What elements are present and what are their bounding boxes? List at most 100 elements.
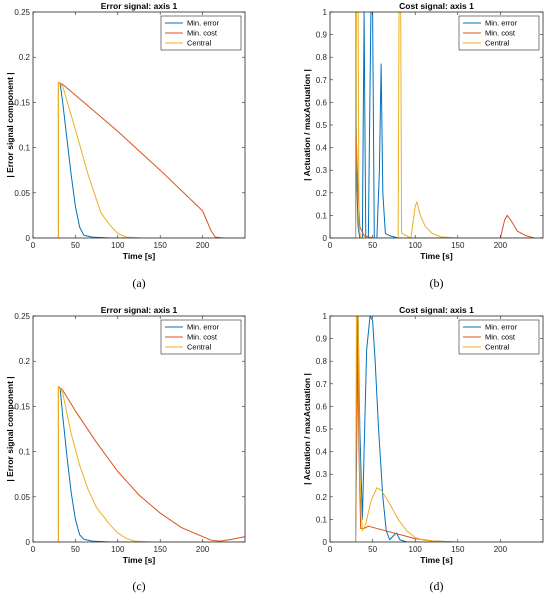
x-tick-label: 0: [31, 545, 36, 554]
y-tick-label: 0.9: [316, 31, 328, 40]
x-tick-label: 150: [154, 241, 168, 250]
x-tick-label: 200: [196, 241, 210, 250]
y-tick-label: 0.5: [316, 121, 328, 130]
y-tick-label: 0.1: [19, 144, 31, 153]
legend-label: Min. error: [485, 323, 518, 332]
y-tick-label: 0: [323, 234, 328, 243]
legend-label: Min. cost: [485, 29, 516, 38]
legend-label: Central: [485, 39, 510, 48]
x-tick-label: 50: [368, 545, 377, 554]
legend-label: Min. error: [187, 19, 220, 28]
y-tick-label: 0.9: [316, 335, 328, 344]
chart-panel-c: 0 50 100 150 200 0 0.05 0.1 0.15 0.2 0.25 Error sig…: [5, 305, 246, 593]
legend-label: Central: [485, 343, 510, 352]
legend-label: Min. error: [485, 19, 518, 28]
y-axis-label: | Error signal component |: [5, 72, 15, 177]
x-tick-label: 150: [451, 545, 465, 554]
y-tick-label: 0.05: [14, 493, 30, 502]
series-line-min-cost: [33, 82, 245, 238]
x-tick-label: 50: [71, 241, 80, 250]
y-axis-label: | Actuation / maxActuation |: [302, 373, 312, 485]
y-tick-label: 0.15: [14, 98, 30, 107]
series-line-central: [330, 316, 543, 542]
legend-label: Min. error: [187, 323, 220, 332]
y-axis-label: | Error signal component |: [5, 376, 15, 481]
y-tick-label: 0.2: [316, 189, 328, 198]
chart-title: Cost signal: axis 1: [399, 1, 474, 11]
y-tick-label: 0.6: [316, 402, 328, 411]
chart-title: Cost signal: axis 1: [399, 305, 474, 315]
series-line-min-cost: [330, 124, 543, 238]
y-tick-label: 0.6: [316, 98, 328, 107]
series-line-central: [330, 12, 543, 238]
y-tick-label: 0.2: [19, 53, 31, 62]
y-tick-label: 0.5: [316, 425, 328, 434]
y-tick-label: 0.3: [316, 470, 328, 479]
y-tick-label: 0.1: [316, 515, 328, 524]
y-tick-label: 0.3: [316, 166, 328, 175]
x-tick-label: 100: [409, 545, 423, 554]
x-tick-label: 50: [368, 241, 377, 250]
legend-label: Central: [187, 343, 212, 352]
chart-panel-b: 0 50 100 150 200 0 0.1 0.2 0.3 0.4 0.5 0.6 0.7 0.8 0.9…: [302, 1, 544, 290]
y-tick-label: 0: [26, 234, 31, 243]
y-tick-label: 0.15: [14, 402, 30, 411]
x-tick-label: 100: [111, 545, 125, 554]
legend-label: Min. cost: [485, 333, 516, 342]
y-tick-label: 1: [323, 312, 328, 321]
x-axis-label: Time [s]: [420, 555, 453, 565]
y-tick-label: 0: [26, 538, 31, 547]
x-axis-label: Time [s]: [123, 251, 156, 261]
y-tick-label: 1: [323, 8, 328, 17]
panel-label: (a): [132, 276, 145, 290]
x-tick-label: 200: [196, 545, 210, 554]
y-tick-label: 0.4: [316, 448, 328, 457]
y-tick-label: 0.7: [316, 76, 328, 85]
y-tick-label: 0.7: [316, 380, 328, 389]
y-tick-label: 0: [323, 538, 328, 547]
x-tick-label: 0: [31, 241, 36, 250]
plot-area-frame: [32, 11, 246, 239]
y-tick-label: 0.25: [14, 8, 30, 17]
legend-label: Min. cost: [187, 333, 218, 342]
x-tick-label: 150: [451, 241, 465, 250]
series-line-min-error: [33, 82, 245, 238]
x-axis-label: Time [s]: [123, 555, 156, 565]
y-tick-label: 0.8: [316, 53, 328, 62]
y-axis-label: | Actuation / maxActuation |: [302, 69, 312, 181]
x-tick-label: 0: [328, 545, 333, 554]
legend-label: Central: [187, 39, 212, 48]
y-tick-label: 0.4: [316, 144, 328, 153]
x-tick-label: 50: [71, 545, 80, 554]
x-tick-label: 100: [409, 241, 423, 250]
x-axis-label: Time [s]: [420, 251, 453, 261]
series-line-central: [33, 82, 245, 238]
chart-title: Error signal: axis 1: [101, 305, 178, 315]
x-tick-label: 200: [494, 241, 508, 250]
chart-title: Error signal: axis 1: [101, 1, 178, 11]
y-tick-label: 0.8: [316, 357, 328, 366]
series-line-min-error: [33, 386, 245, 542]
x-tick-label: 150: [154, 545, 168, 554]
panel-label: (d): [430, 579, 444, 593]
plot-area-frame: [32, 315, 246, 543]
chart-panel-d: 0 50 100 150 200 0 0.1 0.2 0.3 0.4 0.5 0.6 0.7 0.8 0.9…: [302, 305, 544, 593]
panel-label: (c): [132, 579, 145, 593]
y-tick-label: 0.05: [14, 189, 30, 198]
series-line-min-error: [330, 12, 543, 238]
y-tick-label: 0.2: [316, 493, 328, 502]
legend-label: Min. cost: [187, 29, 218, 38]
series-line-min-cost: [33, 386, 245, 542]
x-tick-label: 200: [494, 545, 508, 554]
y-tick-label: 0.1: [316, 211, 328, 220]
y-tick-label: 0.2: [19, 357, 31, 366]
y-tick-label: 0.1: [19, 448, 31, 457]
x-tick-label: 100: [111, 241, 125, 250]
series-line-central: [33, 386, 245, 542]
panel-label: (b): [430, 276, 444, 290]
